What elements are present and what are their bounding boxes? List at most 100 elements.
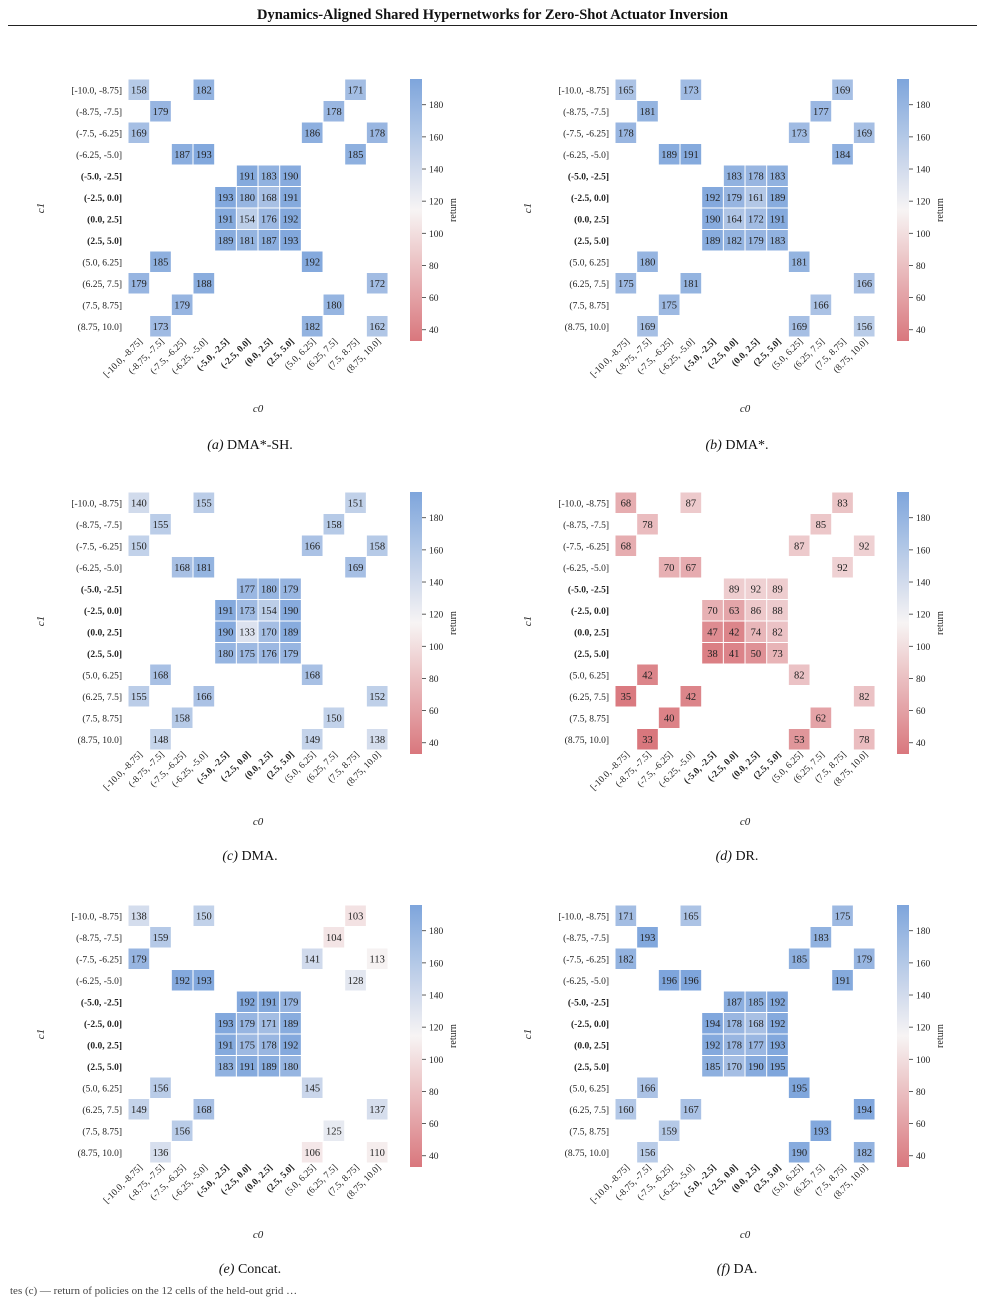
cell-value-label: 191 [835, 976, 851, 987]
heatmap-cell [723, 1034, 745, 1055]
y-tick-label: (2.5, 5.0] [574, 236, 609, 247]
heatmap-cell [258, 187, 280, 208]
heatmap-cell [745, 1056, 767, 1077]
heatmap-cell [832, 970, 853, 991]
cell-value-label: 155 [196, 498, 212, 509]
heatmap-cell [788, 122, 810, 143]
heatmap-cell [658, 970, 680, 991]
cell-value-label: 192 [174, 976, 190, 987]
heatmap-cell [345, 79, 366, 100]
cell-value-label: 162 [369, 322, 385, 333]
cell-value-label: 179 [726, 193, 742, 204]
cell-value-label: 190 [218, 627, 234, 638]
heatmap-cell [345, 905, 366, 926]
cell-value-label: 181 [640, 107, 656, 118]
heatmap-cell [236, 187, 258, 208]
cell-value-label: 158 [174, 713, 190, 724]
heatmap-cell [767, 165, 788, 186]
cell-value-label: 194 [856, 1105, 873, 1116]
heatmap-cell [615, 492, 637, 513]
y-tick-label: [-10.0, -8.75] [71, 499, 122, 509]
cell-value-label: 50 [751, 649, 762, 660]
cell-value-label: 47 [707, 627, 718, 638]
y-tick-label: (-2.5, 0.0] [571, 193, 609, 204]
colorbar [410, 492, 422, 754]
cell-value-label: 171 [618, 911, 634, 922]
y-tick-label: (2.5, 5.0] [87, 1062, 122, 1073]
colorbar-tick-label: 40 [429, 739, 439, 749]
cell-value-label: 151 [348, 498, 364, 509]
heatmap-cell [788, 729, 810, 750]
cell-value-label: 191 [218, 214, 234, 225]
cell-value-label: 168 [748, 1019, 764, 1030]
cell-value-label: 183 [726, 171, 742, 182]
cell-value-label: 156 [174, 1126, 190, 1137]
page-header: Dynamics-Aligned Shared Hypernetworks fo… [0, 0, 985, 30]
y-tick-label: (0.0, 2.5] [574, 1040, 609, 1051]
y-axis-label: c1 [522, 203, 534, 213]
heatmap-cell [258, 1013, 280, 1034]
y-tick-label: (-5.0, -2.5] [81, 171, 122, 182]
cell-value-label: 168 [196, 1105, 212, 1116]
colorbar-tick-label: 60 [429, 1120, 439, 1130]
cell-value-label: 141 [304, 954, 320, 965]
heatmap-cell [171, 557, 193, 578]
heatmap-panel-d: 68 87 83 78 85 68 87 92 70 67 92 89 92 89 70 63 86 88 47 42… [497, 485, 977, 885]
colorbar-tick-label: 140 [429, 579, 444, 589]
caption-d: (d) DR. [497, 849, 977, 865]
colorbar-tick-label: 180 [429, 927, 444, 937]
heatmap-cell [853, 316, 875, 337]
heatmap-cell [280, 643, 301, 664]
caption-letter: (a) [207, 438, 224, 453]
heatmap-cell [723, 208, 745, 229]
y-tick-label: (-2.5, 0.0] [571, 606, 609, 617]
cell-value-label: 179 [283, 584, 299, 595]
heatmap-cell [853, 122, 875, 143]
cell-value-label: 138 [131, 911, 147, 922]
colorbar [897, 905, 909, 1167]
cell-value-label: 70 [664, 563, 675, 574]
heatmap-cell [193, 970, 215, 991]
cell-value-label: 196 [683, 976, 699, 987]
heatmap-cell [301, 664, 323, 685]
heatmap-cell [366, 122, 388, 143]
colorbar-label: return [935, 611, 946, 635]
colorbar-tick-label: 60 [916, 707, 926, 717]
cell-value-label: 189 [770, 193, 786, 204]
heatmap-cell [280, 1013, 301, 1034]
colorbar-label: return [935, 1024, 946, 1048]
colorbar-tick-label: 140 [429, 166, 444, 176]
heatmap-cell [832, 144, 853, 165]
heatmap-cell [853, 948, 875, 969]
heatmap-svg-d: 68 87 83 78 85 68 87 92 70 67 92 89 92 89 70 63 86 88 47 42… [522, 492, 946, 828]
cell-value-label: 175 [835, 911, 851, 922]
colorbar [897, 79, 909, 341]
x-axis-label: c0 [740, 1229, 751, 1241]
y-tick-label: (0.0, 2.5] [87, 627, 122, 638]
cell-value-label: 193 [218, 1019, 234, 1030]
heatmap-cell [128, 1099, 150, 1120]
cell-value-label: 191 [218, 1040, 234, 1051]
colorbar-tick-label: 80 [429, 262, 439, 272]
cell-value-label: 159 [153, 933, 169, 944]
heatmap-cell [258, 1056, 280, 1077]
cell-value-label: 178 [618, 128, 634, 139]
caption-letter: (f) [716, 1262, 730, 1277]
heatmap-cell [258, 230, 280, 251]
cell-value-label: 185 [348, 150, 364, 161]
heatmap-cell [853, 535, 875, 556]
colorbar-tick-label: 160 [429, 133, 444, 143]
cell-value-label: 169 [348, 563, 364, 574]
y-tick-label: (-5.0, -2.5] [81, 997, 122, 1008]
y-tick-label: (-6.25, -5.0] [563, 150, 609, 161]
heatmap-cell [788, 1142, 810, 1163]
heatmap-cell [615, 122, 637, 143]
colorbar-label: return [448, 611, 459, 635]
heatmap-cell [637, 101, 658, 122]
heatmap-cell [236, 1034, 258, 1055]
colorbar-tick-label: 120 [916, 611, 931, 621]
y-tick-label: (7.5, 8.75] [82, 300, 122, 311]
y-tick-label: [-10.0, -8.75] [558, 499, 609, 509]
x-axis-label: c0 [740, 403, 751, 415]
y-tick-label: (0.0, 2.5] [574, 214, 609, 225]
